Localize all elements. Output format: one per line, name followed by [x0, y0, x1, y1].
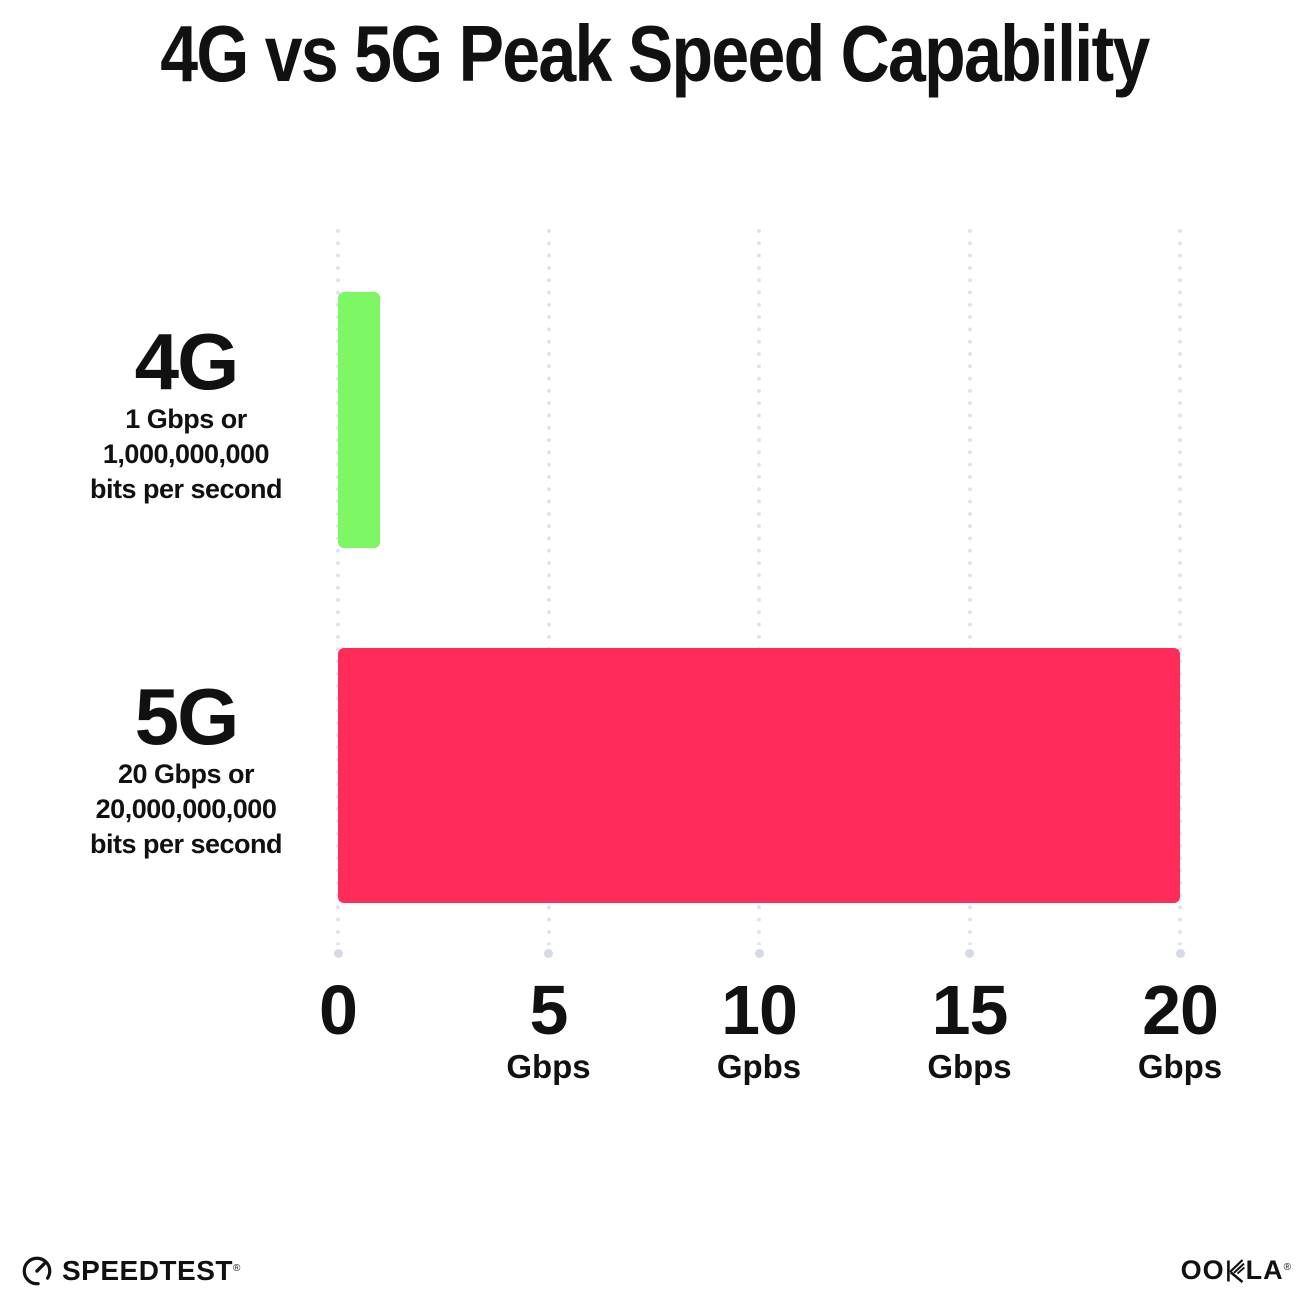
speedtest-wordmark-text: SPEEDTEST	[62, 1255, 233, 1286]
chart-title: 4G vs 5G Peak Speed Capability	[0, 8, 1308, 100]
ookla-wordmark-right: LA	[1245, 1255, 1284, 1285]
ookla-trademark: ®	[1283, 1262, 1292, 1273]
category-sublabel-4g-line2: 1,000,000,000	[102, 439, 270, 469]
speedtest-wordmark: SPEEDTEST®	[62, 1254, 241, 1288]
speedtest-gauge-icon	[20, 1254, 54, 1288]
x-tick-unit: Gpbs	[716, 1048, 802, 1085]
ookla-logo: OO LA ®	[1181, 1253, 1292, 1287]
gridline-end-dot	[965, 949, 974, 958]
x-tick-value: 10	[721, 971, 798, 1049]
speedtest-logo: SPEEDTEST®	[20, 1254, 241, 1288]
gridline	[336, 225, 340, 945]
ookla-wordmark-left: OO	[1180, 1255, 1225, 1285]
chart-title-text: 4G vs 5G Peak Speed Capability	[159, 9, 1150, 98]
x-tick: 5 Gbps	[469, 975, 629, 1085]
gridline-end-dot	[1175, 949, 1185, 958]
gridline-end-dot	[754, 949, 764, 958]
speedtest-trademark: ®	[232, 1263, 241, 1274]
x-tick: 15 Gbps	[890, 975, 1050, 1085]
gridline-end-dot	[333, 949, 343, 958]
category-label-5g: 5G	[134, 672, 240, 761]
row-label-5g: 5G 20 Gbps or 20,000,000,000 bits per se…	[36, 677, 336, 862]
category-sublabel-5g-line2: 20,000,000,000	[95, 794, 277, 824]
gridline	[967, 225, 972, 945]
x-tick: 0	[258, 975, 418, 1049]
x-tick-value: 5	[529, 971, 569, 1049]
bar-5g	[338, 648, 1180, 903]
x-tick: 20 Gbps	[1100, 975, 1260, 1085]
category-sublabel-5g-line1: 20 Gbps or	[117, 759, 255, 789]
category-sublabel-4g-line1: 1 Gbps or	[125, 404, 247, 434]
row-label-4g: 4G 1 Gbps or 1,000,000,000 bits per seco…	[36, 322, 336, 507]
category-label-4g: 4G	[134, 317, 240, 406]
gridline	[757, 225, 761, 945]
ookla-k-icon	[1226, 1259, 1245, 1283]
x-tick-unit: Gbps	[506, 1048, 591, 1085]
x-tick: 10 Gpbs	[679, 975, 839, 1085]
category-sublabel-5g-line3: bits per second	[89, 829, 283, 859]
gridline	[546, 225, 551, 945]
gridline	[1178, 225, 1182, 945]
x-tick-unit: Gbps	[927, 1048, 1012, 1085]
gridline-end-dot	[544, 949, 553, 958]
bar-4g	[338, 292, 380, 548]
x-tick-unit: Gbps	[1137, 1048, 1223, 1085]
x-axis: 0 5 Gbps 10 Gpbs 15 Gbps 20 Gbps	[0, 975, 1308, 1115]
category-sublabel-4g-line3: bits per second	[89, 474, 283, 504]
x-tick-value: 15	[931, 971, 1009, 1049]
x-tick-value: 20	[1142, 971, 1219, 1049]
x-tick-value: 0	[319, 971, 358, 1049]
